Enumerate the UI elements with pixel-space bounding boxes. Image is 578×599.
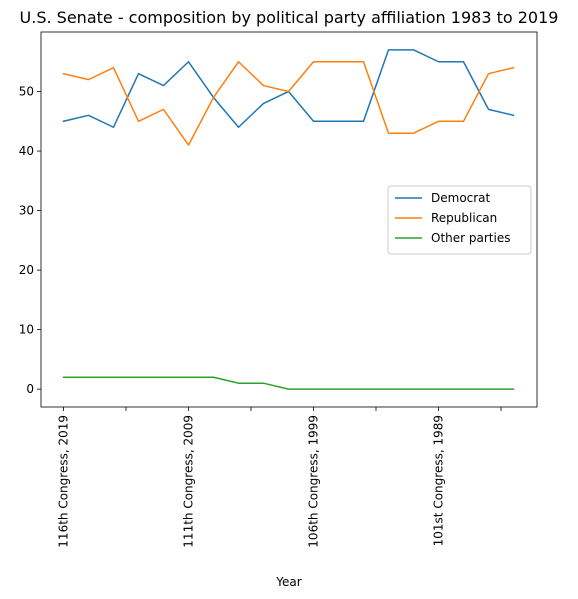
y-tick-label: 40 — [19, 144, 34, 158]
legend-label: Republican — [431, 211, 497, 225]
y-tick-label: 50 — [19, 85, 34, 99]
legend-box — [387, 185, 532, 255]
legend: Democrat Republican Other parties — [387, 185, 532, 255]
x-tick-label: 101st Congress, 1989 — [432, 415, 446, 546]
y-tick-label: 20 — [19, 263, 34, 277]
x-tick-label: 106th Congress, 1999 — [307, 415, 321, 548]
legend-label: Democrat — [431, 191, 491, 205]
y-tick-label: 0 — [26, 382, 34, 396]
legend-label: Other parties — [431, 231, 510, 245]
y-tick-label: 10 — [19, 323, 34, 337]
chart-title: U.S. Senate - composition by political p… — [20, 8, 559, 27]
series-line-other-parties — [62, 376, 515, 390]
plot-frame — [40, 31, 538, 408]
plot-area: 0 10 20 30 40 50 116th Congress, 2019 111th Con… — [19, 31, 538, 548]
x-axis-label: Year — [275, 575, 301, 589]
series-line-republican — [62, 61, 515, 146]
x-tick-label: 116th Congress, 2019 — [57, 415, 71, 548]
series-line-democrat — [62, 49, 515, 128]
x-tick-label: 111th Congress, 2009 — [182, 415, 196, 548]
y-tick-label: 30 — [19, 204, 34, 218]
